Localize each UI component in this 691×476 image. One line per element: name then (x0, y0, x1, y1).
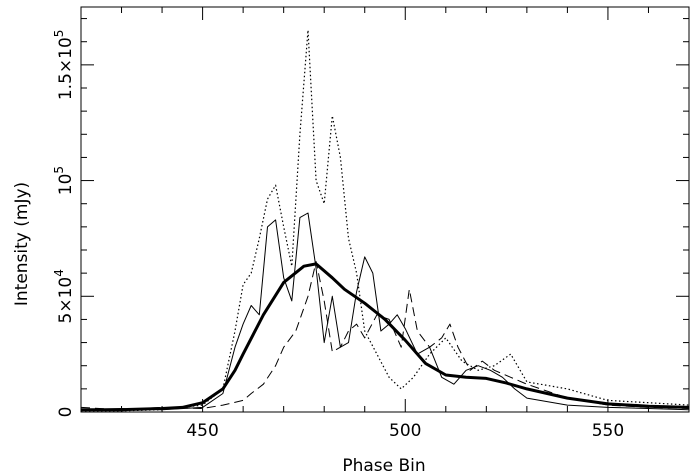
y-tick-exponent: 5 (52, 166, 66, 174)
plot-border (80, 6, 690, 413)
y-tick-label: 5×104 (52, 269, 76, 323)
x-tick-label: 450 (186, 421, 218, 441)
y-axis-label: Intensity (mJy) (12, 182, 32, 306)
y-tick-exponent: 4 (52, 269, 66, 277)
series-line-dashed (80, 261, 690, 411)
y-tick-label: 105 (52, 166, 76, 195)
x-tick-label: 550 (592, 421, 624, 441)
y-tick-mantissa: 5×10 (56, 277, 76, 324)
y-tick-label: 1.5×105 (52, 30, 76, 101)
series-lines (80, 29, 690, 412)
y-tick-exponent: 5 (52, 30, 66, 38)
x-tick-label: 500 (389, 421, 421, 441)
y-tick-mantissa: 1.5×10 (56, 37, 76, 100)
y-tick-label: 0 (56, 407, 76, 418)
series-line-thin-solid (80, 212, 690, 411)
series-line-dotted (81, 29, 690, 412)
plot-frame (80, 6, 690, 413)
x-axis-label: Phase Bin (342, 456, 425, 476)
series-line-thick-solid (81, 262, 690, 412)
y-tick-mantissa: 10 (56, 174, 76, 196)
axis-ticks (80, 7, 690, 413)
